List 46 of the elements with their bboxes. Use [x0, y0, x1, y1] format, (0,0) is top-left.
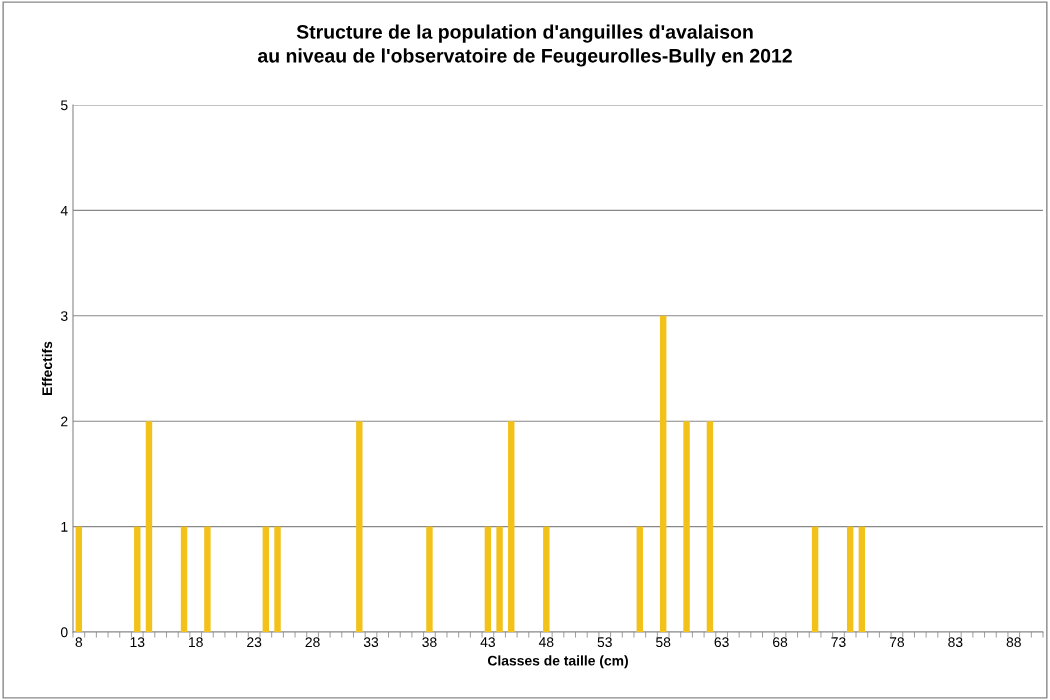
bar — [543, 526, 550, 632]
x-tick-label: 73 — [831, 637, 846, 648]
bar — [683, 421, 690, 632]
bar — [811, 526, 819, 632]
x-tick-label: 43 — [480, 637, 495, 648]
x-tick-label: 28 — [305, 637, 320, 648]
bar — [706, 421, 714, 632]
x-tick-label: 48 — [538, 637, 554, 648]
x-tick-label: 8 — [75, 637, 83, 648]
x-tick-label: 83 — [948, 637, 963, 648]
chart-title: Structure de la population d'anguilles d'avalaison au niveau de l'observatoire de Feugeurolles-Bully en 2012 — [257, 24, 792, 67]
bar — [508, 421, 515, 632]
x-tick-label: 13 — [130, 637, 145, 648]
bar — [426, 526, 433, 632]
x-tick-label: 18 — [189, 637, 203, 648]
y-tick-label: 5 — [60, 100, 68, 111]
y-tick-label: 3 — [60, 311, 68, 321]
x-tick-label: 58 — [656, 637, 671, 648]
bar — [636, 526, 644, 632]
x-tick-label: 68 — [773, 637, 788, 648]
x-axis-title: Classes de taille (cm) — [487, 655, 628, 669]
x-tick-label: 33 — [363, 637, 379, 648]
x-tick-label: 53 — [597, 637, 612, 648]
bar — [180, 526, 188, 632]
x-tick-label: 88 — [1006, 637, 1021, 648]
bar — [75, 526, 83, 632]
x-tick-label: 78 — [889, 637, 905, 648]
bar — [659, 315, 667, 632]
y-tick-label: 4 — [60, 205, 68, 216]
bar — [846, 526, 854, 632]
bar — [858, 526, 866, 632]
bar — [356, 421, 363, 632]
bar — [262, 526, 270, 632]
bar — [204, 526, 211, 632]
x-tick-label: 38 — [422, 637, 437, 648]
x-tick-label: 63 — [714, 637, 729, 648]
y-tick-label: 2 — [61, 416, 68, 427]
bar — [484, 526, 492, 632]
bar — [496, 526, 503, 632]
y-tick-label: 1 — [61, 522, 68, 532]
bar — [134, 526, 141, 632]
bar — [145, 421, 153, 632]
y-axis-title: Effectifs — [41, 341, 53, 395]
bar — [274, 526, 281, 632]
y-tick-label: 0 — [60, 627, 68, 638]
x-tick-label: 23 — [247, 637, 262, 648]
